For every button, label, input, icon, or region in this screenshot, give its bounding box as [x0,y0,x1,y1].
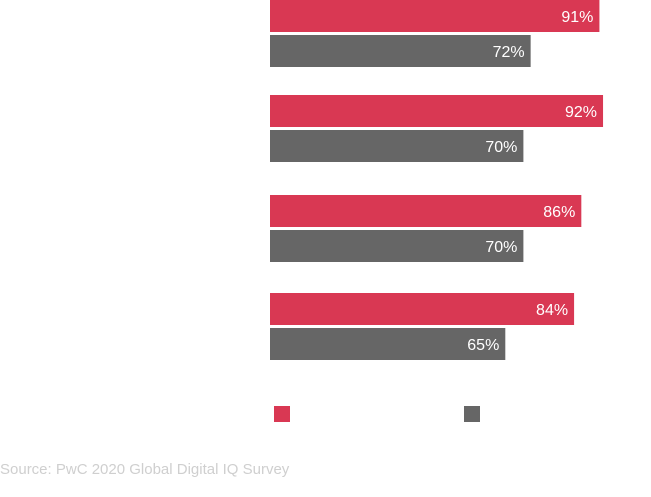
bar-series2-1 [270,35,531,67]
data-label: 86% [543,204,575,221]
legend-swatch-series1 [274,406,290,422]
data-label: 92% [565,104,597,121]
data-label: 70% [485,239,517,256]
bar-series1-1 [270,0,600,32]
bar-series2-3 [270,230,524,262]
data-label: 65% [467,337,499,354]
data-label: 72% [493,44,525,61]
legend-swatch-series2 [464,406,480,422]
bar-series1-3 [270,195,582,227]
data-label: 84% [536,302,568,319]
data-label: 91% [561,9,593,26]
bar-series1-4 [270,293,575,325]
bar-chart: 91% 92% 86% 84% 72% 70% 70% 65% [270,0,604,422]
data-label: 70% [485,139,517,156]
bar-series1-2 [270,95,604,127]
source-note: Source: PwC 2020 Global Digital IQ Surve… [0,461,290,478]
bar-series2-4 [270,328,506,360]
bar-series2-2 [270,130,524,162]
